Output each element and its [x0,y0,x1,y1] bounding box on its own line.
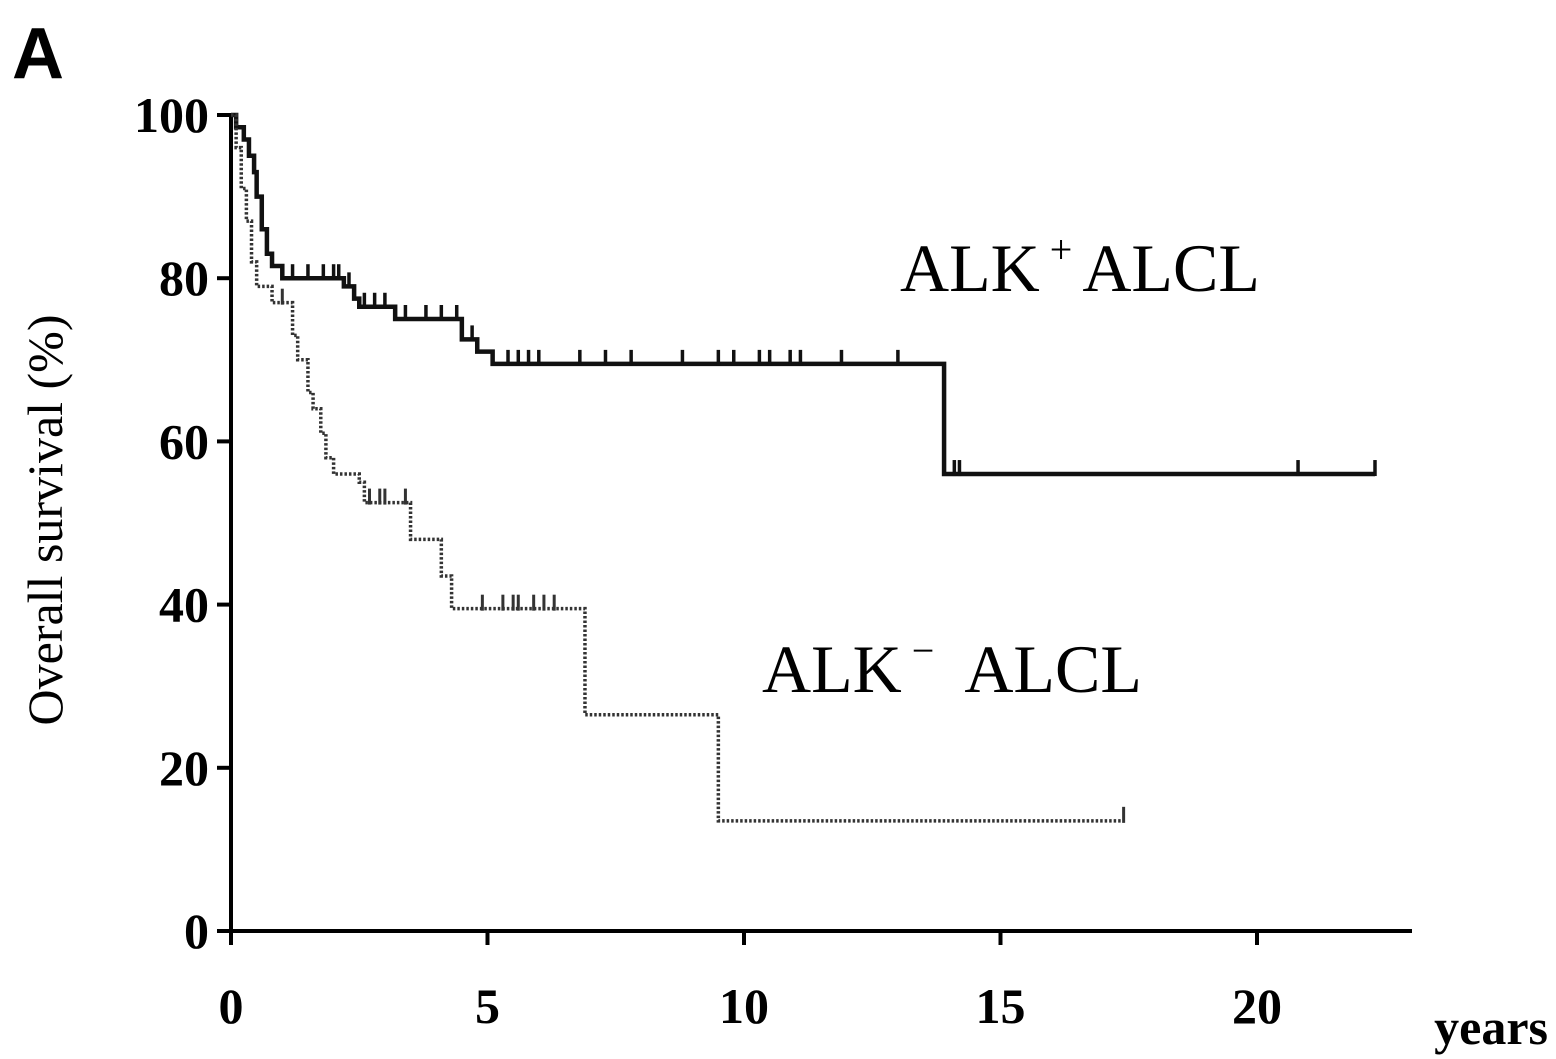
x-tick-label: 5 [475,978,500,1034]
series-line [231,113,1124,823]
series-label-base: ALK [762,631,902,707]
x-tick-label: 20 [1232,978,1282,1034]
ticks: 0 20 40 60 80 100 0 5 10 15 20 [134,87,1282,1034]
series-label: ALK + ALCL [900,227,1260,306]
y-tick-label: 100 [134,87,209,143]
x-tick-label: 15 [976,978,1026,1034]
x-tick-label: 0 [219,978,244,1034]
x-tick-label: 10 [719,978,769,1034]
series [231,112,1377,823]
series-label-superscript: + [1050,227,1073,272]
series-line [231,112,1375,477]
series-1 [231,113,1126,823]
series-label-base: ALK [900,230,1040,306]
series-label-suffix: ALCL [1082,230,1260,306]
panel-label: A [12,14,64,94]
y-tick-label: 20 [159,740,209,796]
series-label-superscript: − [912,628,935,673]
series-label-suffix: ALCL [964,631,1142,707]
y-axis-label: Overall survival (%) [17,315,73,726]
y-tick-label: 60 [159,413,209,469]
y-tick-label: 40 [159,577,209,633]
series-label: ALK − ALCL [762,628,1142,707]
x-axis-unit-label: years [1434,999,1548,1055]
series-0 [231,112,1377,477]
y-tick-label: 0 [184,903,209,959]
y-tick-label: 80 [159,250,209,306]
